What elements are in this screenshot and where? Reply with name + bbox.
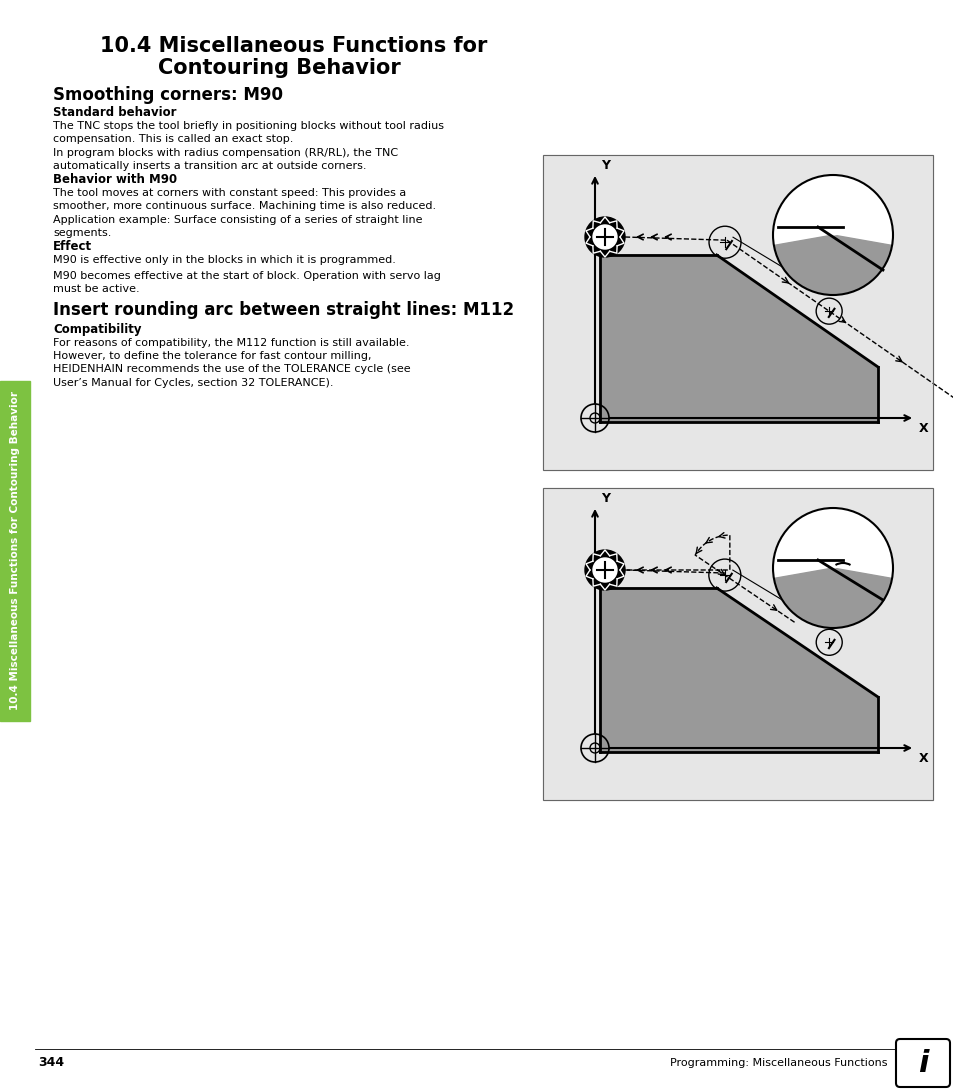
Text: Contouring Behavior: Contouring Behavior	[100, 58, 400, 77]
Text: 344: 344	[38, 1056, 64, 1069]
Circle shape	[772, 508, 892, 628]
Text: Y: Y	[600, 159, 609, 172]
Text: Standard behavior: Standard behavior	[53, 106, 176, 119]
Text: In program blocks with radius compensation (RR/RL), the TNC
automatically insert: In program blocks with radius compensati…	[53, 148, 397, 171]
Wedge shape	[774, 235, 890, 293]
Text: Effect: Effect	[53, 240, 92, 253]
Text: 10.4 Miscellaneous Functions for: 10.4 Miscellaneous Functions for	[100, 36, 487, 56]
Text: The tool moves at corners with constant speed: This provides a
smoother, more co: The tool moves at corners with constant …	[53, 188, 436, 212]
Text: For reasons of compatibility, the M112 function is still available.
However, to : For reasons of compatibility, the M112 f…	[53, 338, 410, 387]
Circle shape	[593, 225, 617, 249]
Text: Compatibility: Compatibility	[53, 323, 141, 336]
Bar	[542, 488, 932, 800]
Wedge shape	[774, 509, 890, 568]
Text: M90 becomes effective at the start of block. Operation with servo lag
must be ac: M90 becomes effective at the start of bl…	[53, 271, 440, 295]
Wedge shape	[774, 568, 890, 627]
Text: X: X	[918, 422, 927, 435]
Text: Behavior with M90: Behavior with M90	[53, 173, 177, 185]
Text: Insert rounding arc between straight lines: M112: Insert rounding arc between straight lin…	[53, 301, 514, 319]
Text: Programming: Miscellaneous Functions: Programming: Miscellaneous Functions	[669, 1058, 886, 1068]
Text: Application example: Surface consisting of a series of straight line
segments.: Application example: Surface consisting …	[53, 215, 422, 238]
Text: Y: Y	[600, 492, 609, 505]
Text: i: i	[917, 1048, 927, 1078]
Bar	[542, 155, 932, 470]
FancyBboxPatch shape	[895, 1039, 949, 1087]
Wedge shape	[774, 176, 890, 235]
Circle shape	[593, 558, 617, 582]
Polygon shape	[599, 255, 877, 422]
Bar	[0, 381, 30, 721]
Text: M90 is effective only in the blocks in which it is programmed.: M90 is effective only in the blocks in w…	[53, 255, 395, 265]
Text: 10.4 Miscellaneous Functions for Contouring Behavior: 10.4 Miscellaneous Functions for Contour…	[10, 392, 20, 710]
Bar	[542, 155, 932, 470]
Circle shape	[584, 217, 624, 257]
Text: The TNC stops the tool briefly in positioning blocks without tool radius
compens: The TNC stops the tool briefly in positi…	[53, 121, 443, 144]
Text: Smoothing corners: M90: Smoothing corners: M90	[53, 86, 283, 104]
Bar	[542, 488, 932, 800]
Polygon shape	[599, 588, 877, 752]
Circle shape	[584, 550, 624, 590]
Text: X: X	[918, 752, 927, 765]
Circle shape	[772, 175, 892, 295]
